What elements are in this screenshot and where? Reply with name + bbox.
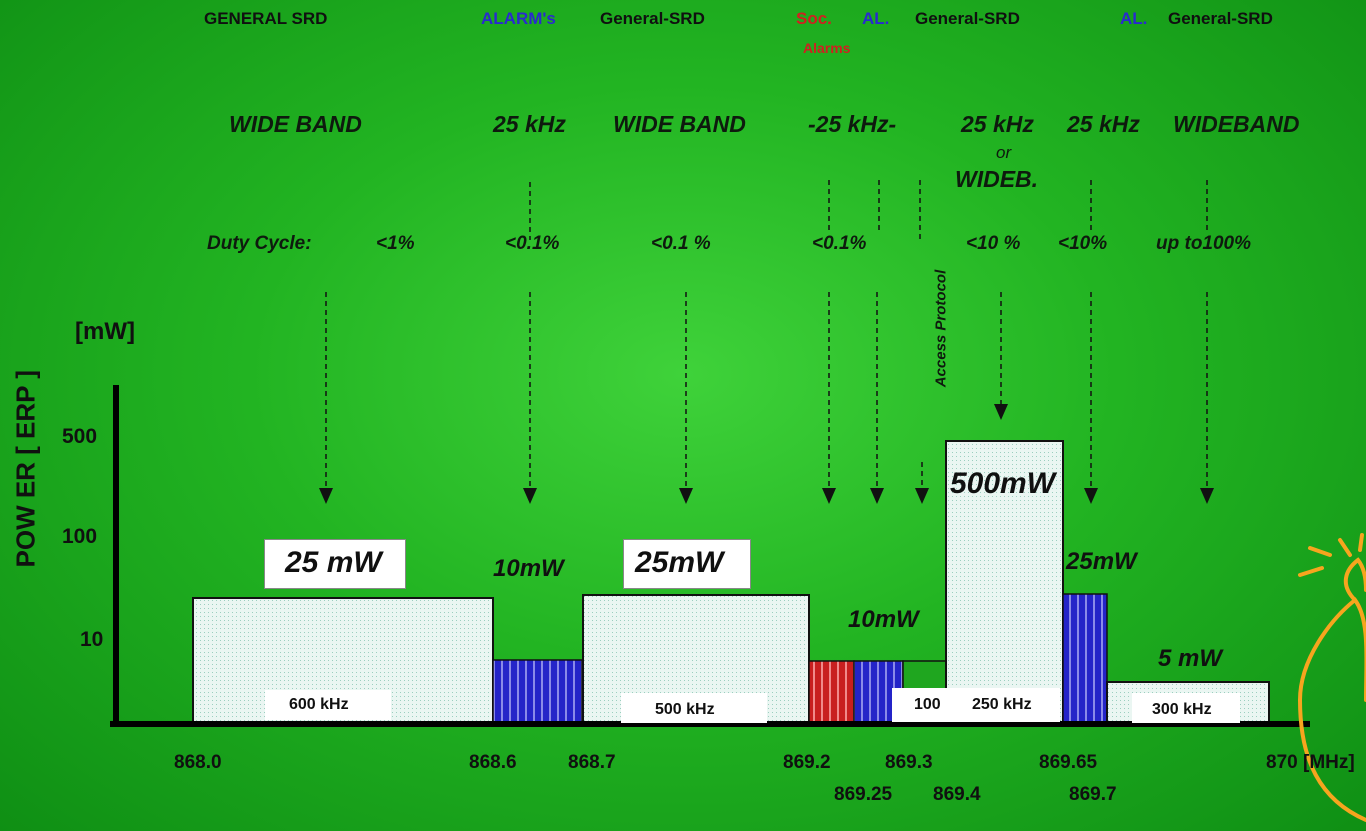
- upper-dashed-connectors: [529, 180, 1208, 240]
- header-general-srd-4: General-SRD: [1168, 9, 1273, 28]
- header-social: Soc.: [796, 9, 832, 28]
- bw-box-3: 100 250 kHz: [892, 688, 1060, 722]
- duty-cycle-3: <0.1 %: [651, 233, 711, 254]
- duty-cycle-6: <10%: [1058, 233, 1108, 254]
- power-label-5: 500mW: [950, 467, 1056, 500]
- bomb-logo-icon: [1298, 533, 1366, 822]
- header-alarms: ALARM's: [481, 9, 556, 28]
- power-label-4: 10mW: [848, 606, 919, 633]
- x-tick-868.7: 868.7: [568, 752, 616, 773]
- header-al-1: AL.: [862, 9, 890, 28]
- x-tick-869.2: 869.2: [783, 752, 831, 773]
- power-label-7: 5 mW: [1158, 645, 1223, 672]
- bandwidth-1: WIDE BAND: [229, 111, 362, 137]
- bandwidth-5-wideband: WIDEB.: [955, 166, 1039, 192]
- bw-label-4: 250 kHz: [972, 696, 1032, 713]
- x-tick-869.4: 869.4: [933, 784, 981, 805]
- duty-cycle-1: <1%: [376, 233, 415, 254]
- duty-cycle-4: <0.1%: [812, 233, 867, 254]
- bandwidth-3: WIDE BAND: [613, 111, 746, 137]
- y-axis-title: POW ER [ ERP ]: [10, 370, 41, 568]
- x-tick-869.7: 869.7: [1069, 784, 1117, 805]
- power-box-1: 25 mW: [264, 539, 406, 589]
- duty-cycle-2: <0.1%: [505, 233, 560, 254]
- header-al-2: AL.: [1120, 9, 1148, 28]
- x-tick-869.3: 869.3: [885, 752, 933, 773]
- bw-box-1: 600 kHz: [265, 690, 391, 720]
- bandwidth-6: 25 kHz: [1067, 111, 1140, 137]
- header-general-srd-3: General-SRD: [915, 9, 1020, 28]
- access-protocol-label: Access Protocol: [932, 269, 950, 388]
- power-label-1: 25 mW: [285, 546, 382, 579]
- x-tick-868.6: 868.6: [469, 752, 517, 773]
- bw-label-3: 100: [914, 696, 941, 713]
- y-tick-500: 500: [62, 425, 98, 448]
- header-alarms-sub: Alarms: [803, 40, 851, 56]
- lower-dashed-arrows: [325, 292, 1208, 488]
- x-tick-869.65: 869.65: [1039, 752, 1098, 773]
- duty-cycle-7: up to100%: [1156, 233, 1252, 254]
- y-tick-10: 10: [80, 628, 104, 651]
- band-868.7-869.2: [582, 594, 810, 725]
- x-tick-870: 870: [1266, 752, 1298, 773]
- power-label-2: 10mW: [493, 555, 564, 582]
- duty-cycle-label: Duty Cycle:: [207, 233, 312, 254]
- bw-box-2: 500 kHz: [621, 693, 767, 723]
- bw-label-1: 600 kHz: [289, 696, 349, 713]
- bandwidth-5-or: or: [996, 143, 1012, 162]
- arrowheads: [319, 404, 1214, 504]
- header-general-srd-2: General-SRD: [600, 9, 705, 28]
- bw-box-5: 300 kHz: [1132, 693, 1240, 723]
- band-868.6-868.7-alarm: [492, 659, 583, 725]
- bw-label-5: 300 kHz: [1152, 701, 1212, 718]
- power-label-3: 25mW: [635, 546, 724, 579]
- bandwidth-2: 25 kHz: [493, 111, 566, 137]
- power-label-6: 25mW: [1066, 548, 1137, 575]
- x-tick-869.25: 869.25: [834, 784, 893, 805]
- bandwidth-4: -25 kHz-: [808, 111, 897, 137]
- header-general-srd: GENERAL SRD: [204, 9, 328, 28]
- bandwidth-5: 25 kHz: [961, 111, 1034, 137]
- band-869.2-869.25-social-alarm: [808, 660, 855, 725]
- band-869.65-869.7-alarm: [1062, 593, 1108, 725]
- x-axis-unit: [MHz]: [1303, 752, 1355, 773]
- bw-label-2: 500 kHz: [655, 701, 715, 718]
- duty-cycle-5: <10 %: [966, 233, 1021, 254]
- y-axis-unit: [mW]: [75, 318, 135, 345]
- x-tick-868.0: 868.0: [174, 752, 222, 773]
- y-tick-100: 100: [62, 525, 98, 548]
- bandwidth-7: WIDEBAND: [1173, 111, 1300, 137]
- power-box-3: 25mW: [623, 539, 751, 589]
